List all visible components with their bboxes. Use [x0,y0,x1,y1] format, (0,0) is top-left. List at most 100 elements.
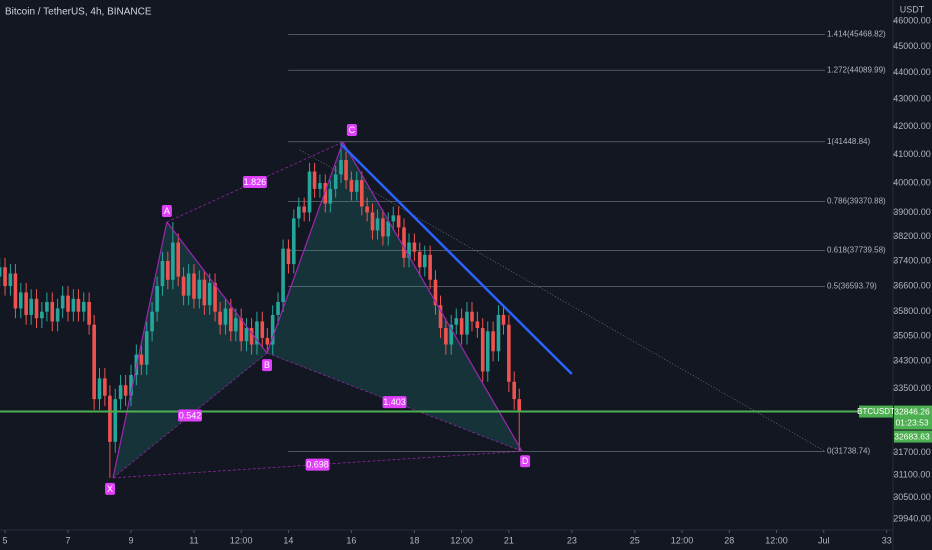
y-tick-label: 41000.00 [893,149,931,159]
last-price-box [894,405,932,430]
pattern-ratio-box [242,176,267,189]
candle-body [29,298,33,315]
candle-body [249,328,254,345]
pattern-point-label-box [105,482,116,495]
symbol-tag: BTCUSDT [857,407,895,416]
candle-body [176,242,181,277]
pattern-ratio: 1.403 [383,397,406,407]
x-tick-label: 12:00 [450,535,473,545]
pattern-point-label-box [520,455,531,468]
candle-body [13,273,18,309]
candle-body [103,378,107,396]
candle-body [3,267,7,287]
last-price-label: 32846.26 [894,406,930,416]
candle-body [465,311,469,335]
pattern-ratio-line [113,450,523,479]
y-tick-label: 29940.00 [893,513,931,523]
pattern-fill [113,221,268,478]
x-tick-label: 33 [882,535,892,545]
candle-body [34,298,39,319]
candle-body [265,337,270,345]
candle-body [40,311,44,319]
candle-body [87,302,91,325]
pattern-ratio-box [178,409,203,422]
candle-body [381,218,385,237]
candle-body [239,318,243,342]
fib-label: 0.786(39370.88) [827,197,886,206]
chart-title: Bitcoin / TetherUS, 4h, BINANCE [5,7,152,18]
candle-body [139,354,144,365]
candle-body [66,295,70,312]
y-tick-label: 38200.00 [893,231,931,241]
x-tick-label: 23 [567,535,577,545]
candle-body [412,242,417,252]
candle-body [318,183,322,189]
candle-body [517,399,522,412]
candle-body [81,302,86,312]
fib-label: 1.272(44089.99) [827,65,886,74]
candle-body [255,321,259,345]
y-tick-label: 35050.00 [893,331,931,341]
fib-label: 1(41448.84) [827,137,870,146]
candle-body [50,302,55,322]
candle-body [113,399,118,442]
pattern-point-label: C [349,125,356,135]
x-tick-label: 12:00 [230,535,253,545]
candle-body [512,381,516,400]
candle-body [202,279,207,306]
candle-body [454,318,459,325]
candle-body [422,254,427,268]
x-tick-label: Jul [818,535,830,545]
x-tick-label: 16 [346,535,356,545]
candle-body [312,171,317,189]
x-tick-label: 18 [409,535,419,545]
dotted-line [299,149,826,452]
candle-body [171,242,175,280]
candle-body [485,331,490,372]
pattern-leg [342,141,523,452]
pattern-ratio-box [382,396,407,409]
y-tick-label: 44000.00 [893,67,931,77]
candle-body [244,328,249,342]
candle-body [71,298,76,312]
pattern-ratio: 1.826 [244,177,267,187]
y-tick-label: 31100.00 [894,469,931,479]
fib-label: 0(31738.74) [827,446,870,455]
y-tick-label: 45000.00 [893,41,931,51]
x-tick-label: 25 [630,535,640,545]
candle-body [234,318,238,332]
candle-body [286,248,291,265]
x-tick-label: 12:00 [765,535,788,545]
candle-body [8,273,13,287]
pattern-point-label: X [107,484,113,494]
candle-body [181,276,186,296]
candle-body [192,273,196,299]
x-tick-label: 11 [189,535,198,545]
candle-body [144,331,149,365]
candle-body [108,395,112,442]
candle-body [45,302,49,312]
candle-body [491,331,495,352]
y-tick-label: 46000.00 [893,15,931,25]
y-tick-label: 30500.00 [893,492,931,502]
y-tick-label: 42000.00 [893,121,931,131]
candle-body [370,212,375,231]
candle-body [160,260,165,287]
currency: USDT [900,4,925,14]
y-tick-label: 39000.00 [893,207,931,217]
candle-body [507,324,511,382]
pattern-ratio: 0.698 [306,459,329,469]
candle-body [218,311,222,325]
trend-line [341,144,573,375]
candle-body [302,206,306,213]
pattern-point-label: A [164,206,170,216]
candle-body [333,174,338,189]
candle-body [129,374,133,396]
candle-body [260,321,265,338]
pattern-fill [267,142,523,452]
candle-body [501,314,506,325]
pattern-ratio: 0.542 [179,410,202,420]
pattern-ratio-box [305,458,330,471]
